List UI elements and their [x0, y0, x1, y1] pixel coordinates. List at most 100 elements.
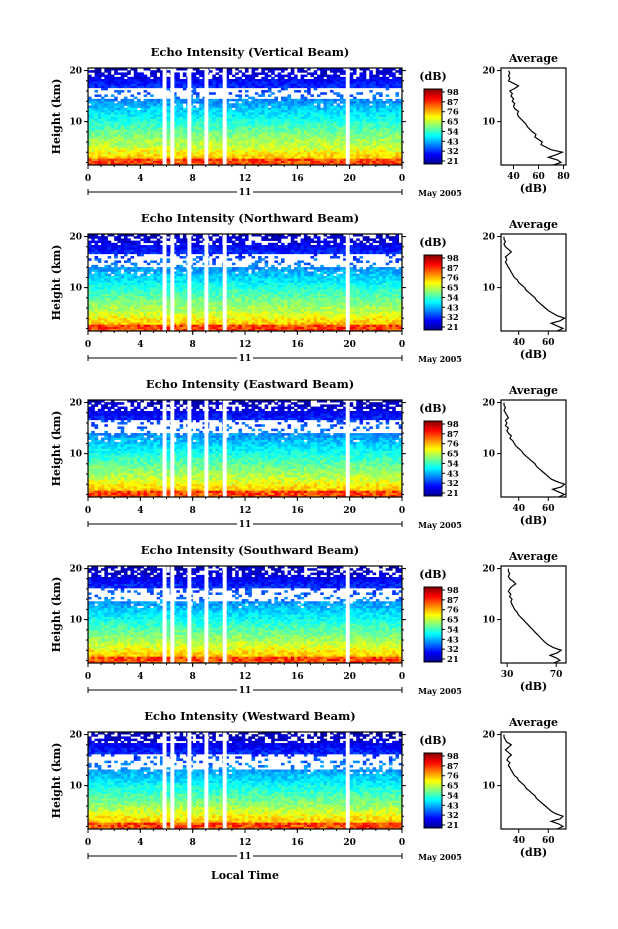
heatmap-cell — [127, 317, 131, 321]
heatmap-cell — [366, 79, 370, 82]
heatmap-cell — [385, 311, 390, 314]
heatmap-cell — [153, 304, 157, 308]
heatmap-cell — [133, 162, 138, 166]
heatmap-cell — [310, 156, 314, 159]
heatmap-cell — [290, 101, 295, 104]
heatmap-cell — [235, 79, 239, 82]
heatmap-cell — [369, 74, 373, 78]
heatmap-cell — [218, 313, 223, 316]
heatmap-cell — [225, 74, 229, 78]
heatmap-cell — [248, 85, 252, 89]
heatmap-cell — [385, 98, 390, 102]
heatmap-cell — [91, 131, 95, 135]
heatmap-cell — [267, 68, 272, 71]
heatmap-cell — [356, 322, 360, 325]
heatmap-cell — [290, 138, 295, 142]
heatmap-cell — [356, 76, 360, 80]
heatmap-cell — [195, 112, 200, 115]
heatmap-cell — [280, 87, 285, 91]
heatmap-cell — [225, 162, 229, 166]
heatmap-cell — [156, 142, 161, 146]
heatmap-cell — [123, 302, 128, 305]
heatmap-cell — [212, 120, 216, 124]
heatmap-cell — [339, 153, 344, 157]
colorbar-label: 32 — [447, 147, 459, 157]
heatmap-cell — [199, 145, 203, 148]
heatmap-cell — [258, 311, 262, 314]
heatmap-cell — [316, 322, 321, 325]
heatmap-cell — [241, 101, 246, 104]
heatmap-cell — [313, 142, 318, 146]
heatmap-cell — [146, 304, 151, 308]
heatmap-cell — [97, 138, 102, 142]
heatmap-cell — [110, 326, 115, 330]
heatmap-cell — [326, 326, 331, 330]
heatmap-cell — [133, 313, 138, 316]
heatmap-cell — [392, 101, 396, 104]
average-title: Average — [508, 52, 558, 65]
heatmap-cell — [313, 87, 318, 91]
heatmap-cell — [192, 129, 197, 133]
heatmap-cell — [101, 109, 105, 113]
heatmap-cell — [267, 98, 272, 102]
heatmap-cell — [195, 94, 200, 97]
heatmap-cell — [231, 322, 236, 325]
heatmap-cell — [91, 105, 95, 108]
heatmap-cell — [218, 83, 223, 86]
heatmap-cell — [173, 105, 177, 108]
heatmap-cell — [261, 81, 265, 84]
heatmap-cell — [382, 125, 386, 128]
heatmap-cell — [395, 103, 400, 106]
heatmap-cell — [123, 72, 128, 75]
heatmap-cell — [290, 98, 295, 102]
heatmap-cell — [209, 136, 213, 139]
heatmap-cell — [146, 68, 151, 71]
heatmap-cell — [107, 149, 112, 153]
heatmap-cell — [326, 145, 331, 148]
heatmap-cell — [330, 85, 334, 89]
heatmap-cell — [120, 81, 125, 84]
heatmap-cell — [398, 149, 403, 153]
heatmap-cell — [179, 142, 184, 146]
heatmap-cell — [156, 149, 161, 153]
heatmap-cell — [336, 70, 341, 73]
heatmap-cell — [339, 306, 344, 310]
heatmap-cell — [127, 98, 131, 102]
heatmap-cell — [290, 160, 295, 164]
heatmap-cell — [343, 302, 347, 305]
heatmap-cell — [271, 68, 275, 71]
heatmap-cell — [277, 129, 282, 133]
heatmap-cell — [120, 147, 125, 150]
heatmap-cell — [235, 153, 239, 157]
heatmap-cell — [212, 326, 216, 330]
heatmap-cell — [362, 76, 367, 80]
heatmap-cell — [192, 313, 197, 316]
heatmap-cell — [146, 103, 151, 106]
heatmap-cell — [271, 72, 275, 75]
heatmap-cell — [307, 153, 311, 157]
heatmap-cell — [320, 79, 324, 82]
heatmap-cell — [195, 72, 200, 75]
heatmap-cell — [146, 127, 151, 131]
heatmap-cell — [349, 149, 354, 153]
heatmap-cell — [107, 147, 112, 150]
heatmap-cell — [231, 311, 236, 314]
heatmap-cell — [398, 120, 403, 124]
heatmap-cell — [359, 101, 364, 104]
heatmap-cell — [372, 120, 377, 124]
heatmap-cell — [150, 83, 154, 86]
heatmap-cell — [176, 138, 180, 142]
heatmap-cell — [218, 127, 223, 131]
heatmap-cell — [88, 156, 92, 159]
heatmap-cell — [241, 116, 246, 119]
heatmap-cell — [117, 162, 122, 166]
heatmap-cell — [261, 308, 265, 312]
heatmap-cell — [372, 107, 377, 111]
heatmap-cell — [209, 114, 213, 117]
heatmap-cell — [114, 160, 118, 164]
heatmap-cell — [343, 134, 347, 137]
heatmap-cell — [127, 322, 131, 325]
heatmap-cell — [323, 79, 328, 82]
heatmap-cell — [215, 103, 220, 106]
heatmap-cell — [398, 114, 403, 117]
